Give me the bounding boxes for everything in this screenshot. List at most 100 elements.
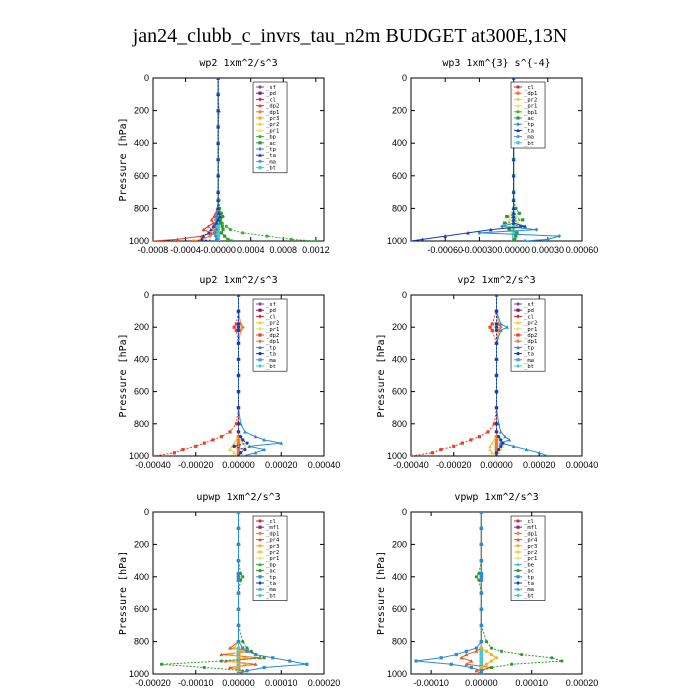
y-tick-label: 400 [392,138,407,148]
x-tick-label: 0.0012 [302,245,330,255]
legend-label: _ac [524,569,534,575]
series-point [494,422,499,426]
series-point [523,239,527,241]
legend-marker [258,166,262,170]
legend-marker [258,581,263,585]
series-point [288,659,292,663]
legend-marker [258,153,262,157]
y-tick-label: 0 [402,73,407,83]
series-point [511,221,516,225]
legend-label: _pr1 [524,104,537,110]
series-point [247,444,252,448]
series-point [497,447,501,452]
y-tick-label: 200 [134,539,149,549]
series-point [232,325,236,329]
series-point [479,662,484,666]
series-point [550,656,554,660]
series-point [253,662,258,666]
legend-label: _ma [266,587,276,593]
y-tick-label: 800 [134,637,149,647]
series-point [236,512,241,514]
series-point [172,451,176,455]
x-tick-label: 0.00000 [465,678,498,688]
x-tick-label: -0.00040 [393,460,429,470]
series-point [479,672,484,674]
legend-marker [258,593,262,598]
data-area [153,78,318,241]
series-point [498,322,503,326]
series-point [492,422,496,426]
legend-marker [258,352,262,356]
series-point [511,190,516,194]
legend-label: _bt [524,593,534,599]
plot-frame [152,77,325,242]
series-point [486,430,490,434]
series-point [560,659,564,663]
x-tick-label: -0.00010 [178,678,214,688]
series-point [490,328,494,333]
x-tick-label: 0.00000 [497,245,530,255]
series-point [236,454,241,456]
legend-label: _ta [524,581,534,587]
legend-marker [258,333,262,337]
series-point [484,649,489,653]
legend-marker [516,544,520,548]
legend-marker [258,358,262,362]
series-point [218,218,222,222]
x-tick-label: -0.00010 [413,678,449,688]
series-point [452,444,456,448]
legend-marker [516,128,520,132]
series-point [262,656,266,660]
series-line-pr3 [480,512,498,674]
series-point [236,322,241,326]
series-point [515,231,519,235]
series-line-dp2 [153,78,220,241]
series-point [232,441,237,445]
series-point [202,441,206,445]
series-point [484,640,489,644]
series-point [241,454,244,456]
figure-title: jan24_clubb_c_invrs_tau_n2m BUDGET at300… [132,25,568,47]
x-tick-label: 0.00060 [566,245,599,255]
series-point [219,435,223,439]
x-tick-label: 0.00010 [515,678,548,688]
legend-label: _ta [266,153,276,159]
series-point [511,211,516,215]
series-point [236,295,241,297]
series-point [236,607,241,611]
series-point [494,437,499,442]
data-area [153,295,284,456]
series-point [430,451,434,455]
series-point [420,237,425,241]
legend-label: _pr3 [266,544,279,550]
legend-label: _tp [524,345,534,351]
legend-marker [516,333,520,337]
series-point [253,434,258,439]
panel-4: upwp 1xm^2/s^3 -0.00020 -0.00010 0.00000 0.0… [118,492,340,688]
series-point [234,322,238,326]
legend-marker [516,358,520,362]
legend-label: _ta [266,352,276,358]
legend-label: _cl [524,85,534,91]
series-point [490,450,495,455]
legend-marker [516,122,521,127]
series-point [279,441,284,445]
legend-label: _pd [266,308,276,314]
legend-marker [516,302,520,306]
series-point [236,526,241,530]
legend-label: _bt [524,364,534,370]
series-point [214,221,219,225]
legend-label: _bp [266,135,276,141]
series-point [208,230,213,235]
series-point [498,429,503,434]
series-point [512,239,516,241]
legend-marker [516,116,520,120]
legend-marker [258,103,262,108]
legend-marker [516,537,520,542]
legend-marker [516,556,521,561]
series-point [214,214,219,219]
series-point [208,239,212,241]
series-point [494,454,499,456]
series-point [514,234,518,238]
series-point [439,656,443,660]
